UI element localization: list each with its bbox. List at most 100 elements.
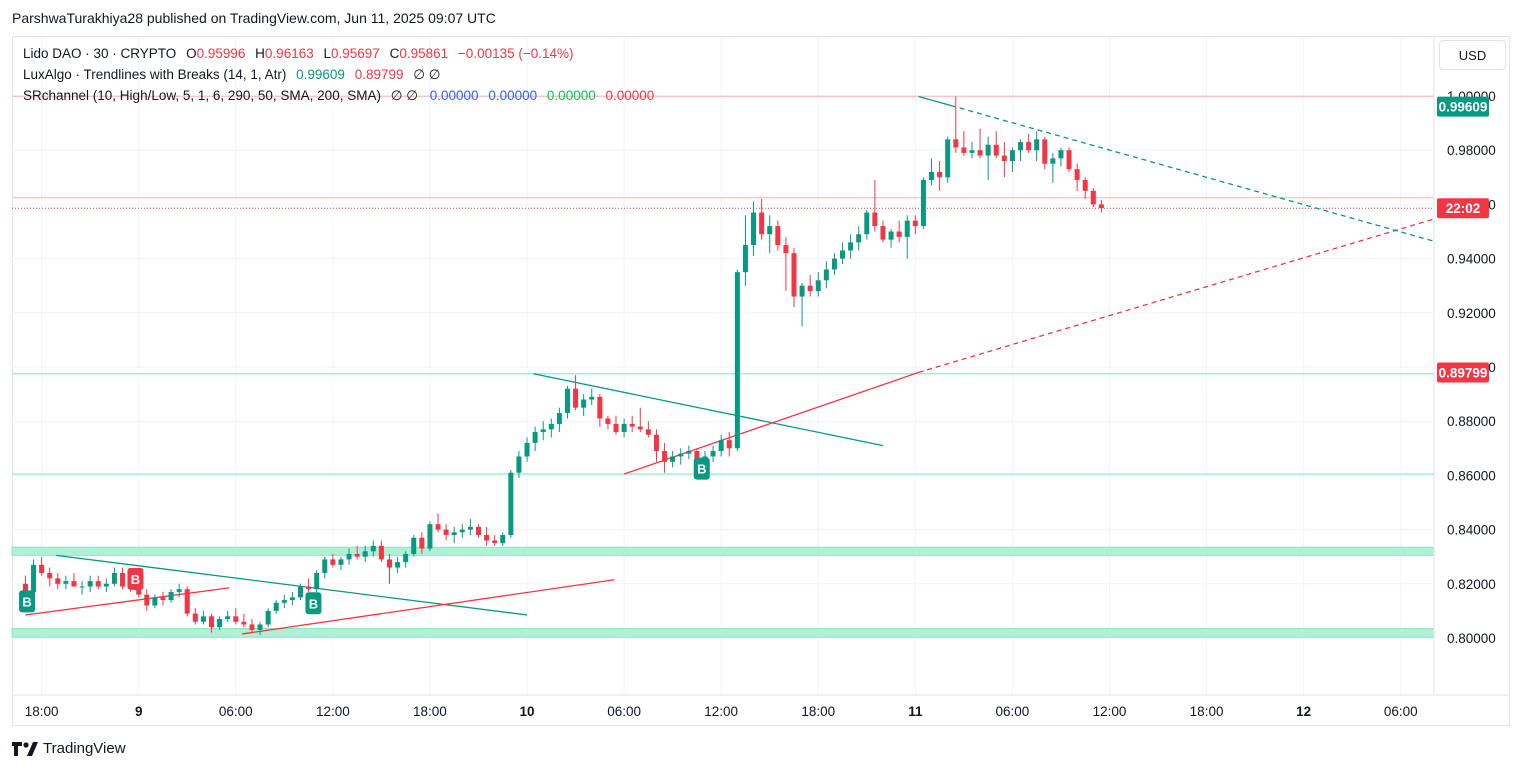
candle-body[interactable] (653, 434, 659, 452)
trendline[interactable] (242, 579, 615, 635)
candle-body[interactable] (200, 616, 206, 622)
trendline[interactable] (950, 104, 1434, 242)
candle-body[interactable] (734, 272, 740, 449)
candle-body[interactable] (516, 456, 522, 473)
candle-body[interactable] (1009, 150, 1015, 162)
candle-body[interactable] (993, 144, 999, 156)
candle-body[interactable] (540, 429, 546, 433)
candle-body[interactable] (573, 388, 579, 408)
candle-body[interactable] (840, 250, 846, 259)
candle-body[interactable] (386, 559, 392, 568)
break-signal-badge[interactable]: B (19, 590, 36, 613)
candle-body[interactable] (1026, 142, 1032, 151)
candle-body[interactable] (378, 545, 384, 560)
candle-body[interactable] (686, 451, 692, 454)
candle-body[interactable] (920, 180, 926, 227)
candle-body[interactable] (47, 572, 53, 579)
legend-luxalgo-row[interactable]: LuxAlgo · Trendlines with Breaks (14, 1,… (23, 67, 441, 83)
candle-body[interactable] (904, 220, 910, 237)
candle-body[interactable] (629, 423, 635, 427)
candle-body[interactable] (823, 269, 829, 281)
legend-srchannel-row[interactable]: SRchannel (10, High/Low, 5, 1, 6, 290, 5… (23, 88, 654, 104)
candle-body[interactable] (314, 572, 320, 590)
candle-body[interactable] (71, 581, 77, 587)
candle-body[interactable] (937, 171, 943, 178)
candle-body[interactable] (783, 245, 789, 254)
candle-body[interactable] (192, 613, 198, 622)
candle-body[interactable] (953, 139, 959, 148)
candle-body[interactable] (475, 526, 481, 536)
candle-body[interactable] (22, 583, 28, 592)
trendline[interactable] (623, 371, 919, 475)
candle-body[interactable] (467, 526, 473, 530)
candle-body[interactable] (459, 529, 465, 533)
break-signal-badge[interactable]: B (127, 567, 144, 590)
candle-body[interactable] (395, 562, 401, 568)
legend-luxalgo-name[interactable]: LuxAlgo · Trendlines with Breaks (14, 1,… (23, 67, 287, 82)
break-signal-badge[interactable]: B (693, 457, 710, 480)
candle-body[interactable] (929, 171, 935, 181)
candle-body[interactable] (621, 423, 627, 433)
break-signal-badge[interactable]: B (305, 592, 322, 615)
candle-body[interactable] (718, 440, 724, 452)
candle-body[interactable] (597, 396, 603, 419)
candle-body[interactable] (799, 285, 805, 297)
candle-body[interactable] (969, 150, 975, 153)
candle-body[interactable] (411, 537, 417, 554)
candle-body[interactable] (168, 591, 174, 601)
candle-body[interactable] (1098, 204, 1104, 209)
candle-body[interactable] (564, 388, 570, 414)
candle-body[interactable] (670, 456, 676, 462)
candle-body[interactable] (662, 451, 668, 462)
candle-body[interactable] (209, 616, 215, 628)
candle-body[interactable] (362, 551, 368, 557)
candle-body[interactable] (1034, 139, 1040, 151)
candle-body[interactable] (896, 231, 902, 237)
candle-body[interactable] (31, 564, 37, 592)
tradingview-brand[interactable]: TradingView (12, 740, 126, 757)
candle-body[interactable] (1058, 150, 1064, 159)
candle-body[interactable] (427, 524, 433, 549)
candle-body[interactable] (605, 418, 611, 424)
currency-button[interactable]: USD (1439, 40, 1506, 70)
candle-body[interactable] (160, 597, 166, 601)
candle-body[interactable] (645, 429, 651, 435)
candle-body[interactable] (791, 253, 797, 297)
candle-body[interactable] (532, 432, 538, 443)
candle-body[interactable] (742, 245, 748, 273)
candle-body[interactable] (95, 581, 101, 587)
candle-body[interactable] (848, 242, 854, 251)
candle-body[interactable] (500, 535, 506, 544)
candle-body[interactable] (880, 226, 886, 240)
candle-body[interactable] (184, 589, 190, 614)
candle-body[interactable] (637, 426, 643, 430)
candle-body[interactable] (581, 399, 587, 408)
candle-body[interactable] (249, 624, 255, 630)
candle-body[interactable] (1018, 142, 1024, 151)
candle-body[interactable] (856, 234, 862, 243)
candle-body[interactable] (751, 212, 757, 246)
candle-body[interactable] (864, 212, 870, 235)
candle-body[interactable] (985, 144, 991, 156)
candle-body[interactable] (144, 594, 150, 606)
candle-body[interactable] (298, 586, 303, 598)
candle-body[interactable] (1066, 150, 1072, 170)
candle-body[interactable] (281, 600, 287, 603)
candle-body[interactable] (330, 559, 336, 565)
legend-symbol[interactable]: Lido DAO · 30 · CRYPTO (23, 46, 177, 61)
candle-body[interactable] (120, 572, 126, 587)
candle-body[interactable] (807, 285, 813, 292)
candle-body[interactable] (961, 147, 967, 153)
candle-body[interactable] (767, 226, 773, 235)
candle-body[interactable] (403, 553, 409, 563)
trendline[interactable] (918, 218, 1434, 374)
candle-body[interactable] (548, 423, 554, 430)
candle-body[interactable] (775, 226, 781, 246)
candle-body[interactable] (484, 535, 490, 541)
candle-body[interactable] (63, 581, 69, 584)
candle-body[interactable] (79, 586, 85, 588)
candle-body[interactable] (451, 532, 457, 536)
candle-body[interactable] (233, 616, 239, 622)
candle-body[interactable] (289, 597, 295, 601)
